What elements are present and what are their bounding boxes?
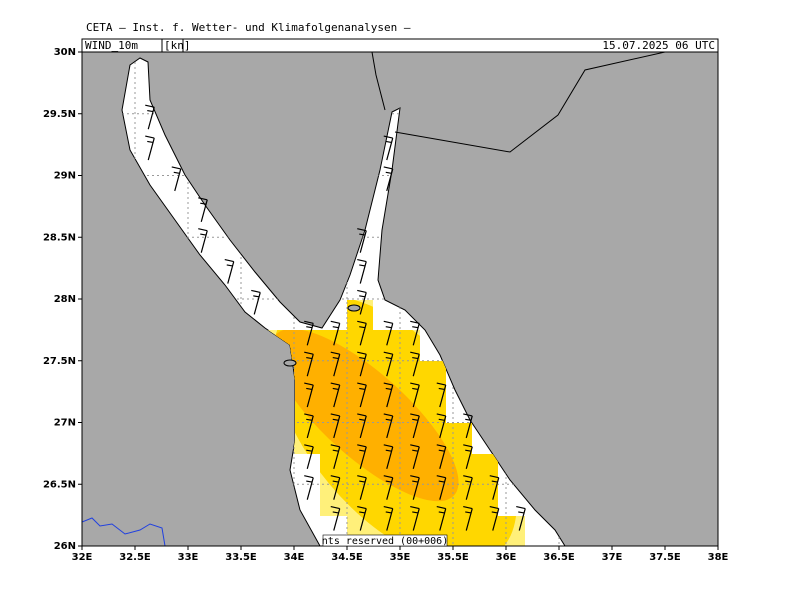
wind-barb — [383, 413, 394, 439]
x-tick-label: 35E — [390, 552, 411, 563]
x-tick-label: 37E — [602, 552, 623, 563]
wind-barb — [330, 320, 341, 346]
wind-barb — [463, 505, 473, 531]
wind-barb — [436, 475, 447, 500]
wind-barb — [383, 166, 394, 192]
y-tick-label: 28.5N — [43, 232, 76, 243]
wind-barb — [463, 475, 473, 500]
wind-barb — [410, 444, 420, 469]
wind-barb — [383, 135, 394, 161]
x-tick-label: 37.5E — [649, 552, 681, 563]
wind-barb — [410, 505, 420, 531]
y-tick-label: 26.5N — [43, 479, 76, 490]
date: 15.07.2025 06 UTC — [602, 39, 715, 52]
wind-barb — [383, 320, 394, 346]
wind-barb — [145, 104, 155, 130]
footer-box — [322, 534, 448, 547]
wind-barb — [357, 258, 367, 284]
border — [394, 52, 666, 153]
wind-barb — [410, 382, 420, 408]
y-tick-label: 29N — [54, 171, 76, 182]
border — [371, 52, 386, 111]
wind-barb — [357, 289, 367, 315]
wind-barb — [463, 413, 473, 439]
wind-barb — [304, 382, 314, 408]
wind-barb — [357, 475, 367, 500]
x-tick-label: 32E — [72, 552, 93, 563]
wind-barb — [410, 320, 420, 346]
wind-barb — [198, 228, 208, 253]
wind-barb — [330, 413, 341, 439]
wind-barb — [330, 475, 341, 500]
wind-barb — [516, 505, 526, 531]
wind-barb — [436, 444, 447, 469]
x-tick-label: 36.5E — [543, 552, 575, 563]
wind-barb — [383, 475, 394, 500]
x-tick-label: 34.5E — [331, 552, 363, 563]
wind-barb — [304, 413, 314, 439]
wind-barb — [489, 505, 500, 531]
wind-barb — [304, 320, 314, 346]
wind-barb — [171, 166, 182, 192]
wind-barb — [383, 351, 394, 377]
wind-barb — [383, 382, 394, 408]
wind-barb — [304, 351, 314, 377]
y-tick-label: 28N — [54, 294, 76, 305]
river — [82, 517, 166, 546]
wind-shade-orange — [271, 328, 459, 502]
wind-barb — [357, 505, 367, 531]
wind-barbs — [145, 104, 526, 531]
wind-barb — [436, 505, 447, 531]
wind-barb — [198, 197, 208, 222]
wind-barb — [145, 135, 155, 161]
wind-barb — [304, 475, 314, 500]
wind-barb — [410, 475, 420, 500]
wind-barb — [463, 444, 473, 469]
wind-barb — [251, 289, 261, 315]
wind-barb — [410, 413, 420, 439]
wind-barb — [410, 351, 420, 377]
wind-barb — [304, 444, 314, 469]
map-area — [82, 52, 718, 546]
x-tick-label: 33.5E — [225, 552, 257, 563]
wind-barb — [489, 475, 500, 500]
wind-barb — [330, 505, 341, 531]
wind-barb — [436, 382, 447, 408]
wind-barb — [383, 444, 394, 469]
x-tick-label: 38E — [708, 552, 729, 563]
y-tick-label: 27.5N — [43, 356, 76, 367]
wind-barb — [330, 351, 341, 377]
y-tick-label: 30N — [54, 47, 76, 58]
unit: [kn] — [164, 39, 191, 52]
wind-barb — [330, 382, 341, 408]
footer: nts reserved (00+006) — [322, 536, 448, 547]
wind-barb — [224, 258, 235, 284]
sea-layer — [122, 58, 565, 546]
wind-barb — [357, 320, 367, 346]
wind-barb — [436, 413, 447, 439]
header-title: CETA — Inst. f. Wetter- und Klimafolgena… — [86, 21, 411, 34]
island — [347, 304, 361, 312]
wind-barb — [357, 351, 367, 377]
wind-barb — [357, 228, 367, 253]
island — [283, 359, 297, 367]
wind-barb — [383, 505, 394, 531]
wind-shade — [271, 300, 517, 546]
y-tick-label: 26N — [54, 541, 76, 552]
y-tick-label: 27N — [54, 418, 76, 429]
wind-barb — [357, 413, 367, 439]
x-tick-label: 34E — [284, 552, 305, 563]
x-tick-label: 35.5E — [437, 552, 469, 563]
field-name: WIND_10m — [85, 39, 138, 52]
wind-barb — [330, 444, 341, 469]
x-tick-label: 33E — [178, 552, 199, 563]
wind-barb — [357, 444, 367, 469]
wind-barb — [357, 382, 367, 408]
x-tick-label: 36E — [496, 552, 517, 563]
x-tick-label: 32.5E — [119, 552, 151, 563]
y-tick-label: 29.5N — [43, 109, 76, 120]
